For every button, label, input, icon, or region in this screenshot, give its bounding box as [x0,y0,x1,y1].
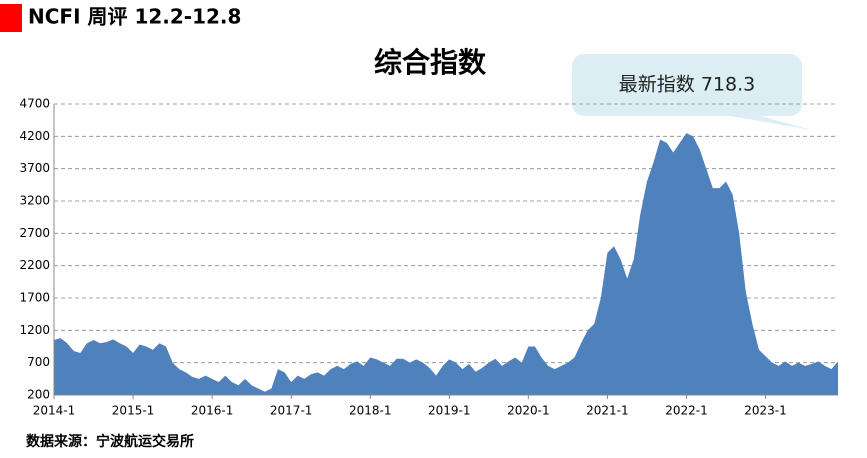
y-tick-label: 700 [27,355,50,369]
y-tick-label: 3700 [19,161,50,175]
x-tick-label: 2020-1 [507,404,550,418]
x-tick-label: 2022-1 [665,404,708,418]
x-tick-label: 2016-1 [191,404,234,418]
y-tick-label: 1700 [19,291,50,305]
x-tick-label: 2014-1 [33,404,76,418]
x-tick-label: 2021-1 [586,404,629,418]
y-tick-label: 1200 [19,323,50,337]
y-tick-label: 4700 [19,97,50,111]
x-tick-label: 2023-1 [744,404,787,418]
x-tick-label: 2018-1 [349,404,392,418]
x-tick-label: 2017-1 [270,404,313,418]
y-tick-label: 2700 [19,226,50,240]
y-tick-label: 4200 [19,129,50,143]
area [54,133,838,395]
header: NCFI 周评 12.2-12.8 [28,5,241,29]
source: 数据来源：宁波航运交易所 [26,433,194,450]
header-marker [0,4,22,32]
callout [572,54,812,130]
y-tick-label: 2200 [19,258,50,272]
annotation: 最新指数 718.3 [619,74,755,96]
y-tick-label: 3200 [19,194,50,208]
chart-title: 综合指数 [374,46,487,79]
y-tick-label: 200 [27,388,50,402]
x-tick-label: 2019-1 [428,404,471,418]
x-tick-label: 2015-1 [112,404,155,418]
